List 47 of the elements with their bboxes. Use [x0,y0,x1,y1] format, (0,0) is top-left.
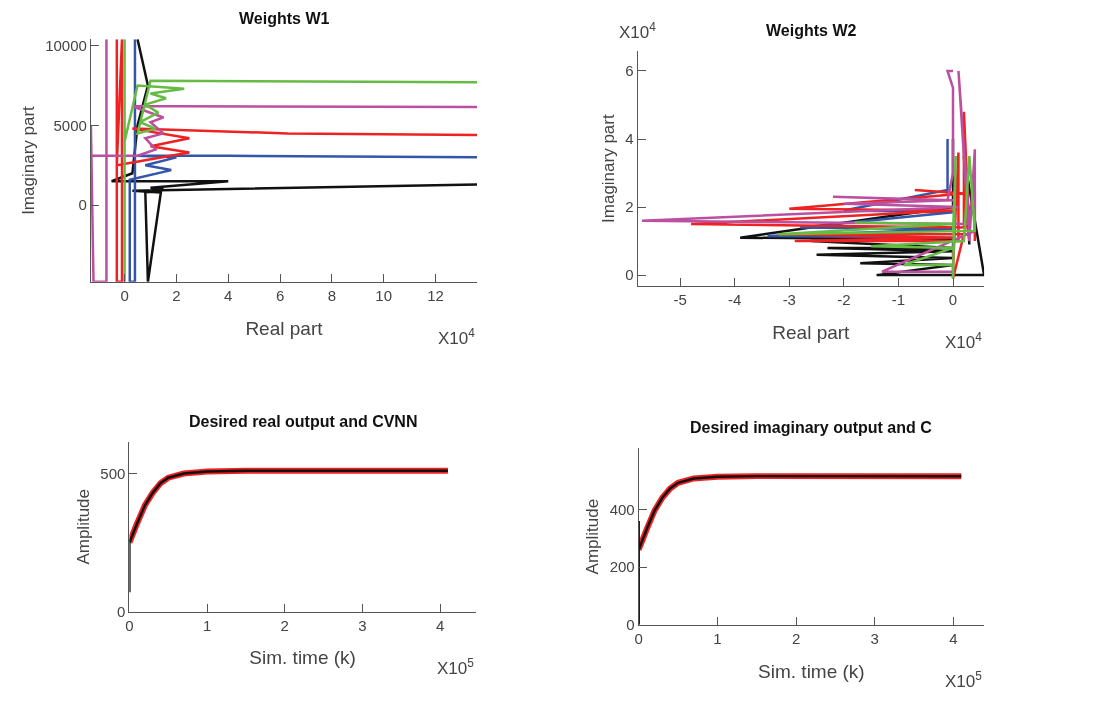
x-tick-label: 3 [870,629,879,647]
y-tick-label: 400 [609,500,635,518]
y-axis-title: Amplitude [73,488,93,565]
x-tick-label: 12 [427,286,444,304]
y-tick-label: 6 [625,62,634,80]
text: X10$^{5}$ [945,669,983,692]
y-tick-label: 500 [100,464,126,482]
x-tick-label: 2 [172,286,181,304]
x-tick-label: -4 [728,291,742,309]
x-tick-label: 4 [224,286,233,304]
chart-title: Weights W1 [239,10,330,27]
y-tick-label: 5000 [53,116,87,134]
x-tick-label: 1 [713,629,722,647]
x-axis-title: Sim. time (k) [758,660,865,682]
x-tick-label: 1 [202,616,212,634]
y-tick-label: 4 [625,130,634,148]
text: X10$^{4}$ [438,326,476,349]
text: X10$^{5}$ [437,656,475,679]
x-tick-label: -5 [673,291,687,309]
y-tick-label: 2 [625,198,634,216]
x-axis-title: Sim. time (k) [249,647,356,669]
chart-title: Desired imaginary output and C [690,419,933,436]
x-tick-label: -3 [782,291,796,309]
x-axis-title: Real part [772,321,851,343]
x-tick-label: 4 [949,629,958,647]
chart-title: Weights W2 [766,22,857,39]
x-tick-label: 6 [275,286,285,304]
x-tick-label: 2 [791,629,801,647]
y-tick-label: 0 [625,266,634,284]
text: X10$^{4}$ [945,330,983,353]
x-tick-label: 0 [948,291,958,309]
y-tick-label: 200 [609,558,635,576]
x-tick-label: 4 [435,616,445,634]
x-tick-label: 2 [280,616,289,634]
x-tick-label: 8 [327,286,337,304]
y-axis-title: Amplitude [583,498,603,575]
y-axis-title: Imaginary part [18,105,38,215]
x-axis-title: Real part [245,317,324,339]
y-tick-label: 10000 [45,36,87,54]
text: X10$^{4}$ [619,20,657,43]
chart-title: Desired real output and CVNN [189,413,418,430]
x-tick-label: 10 [375,286,393,304]
y-tick-label: 0 [78,196,87,214]
x-tick-label: -2 [837,291,851,309]
y-axis-title: Imaginary part [598,114,618,223]
x-tick-label: 3 [358,616,367,634]
x-tick-label: -1 [891,291,906,309]
